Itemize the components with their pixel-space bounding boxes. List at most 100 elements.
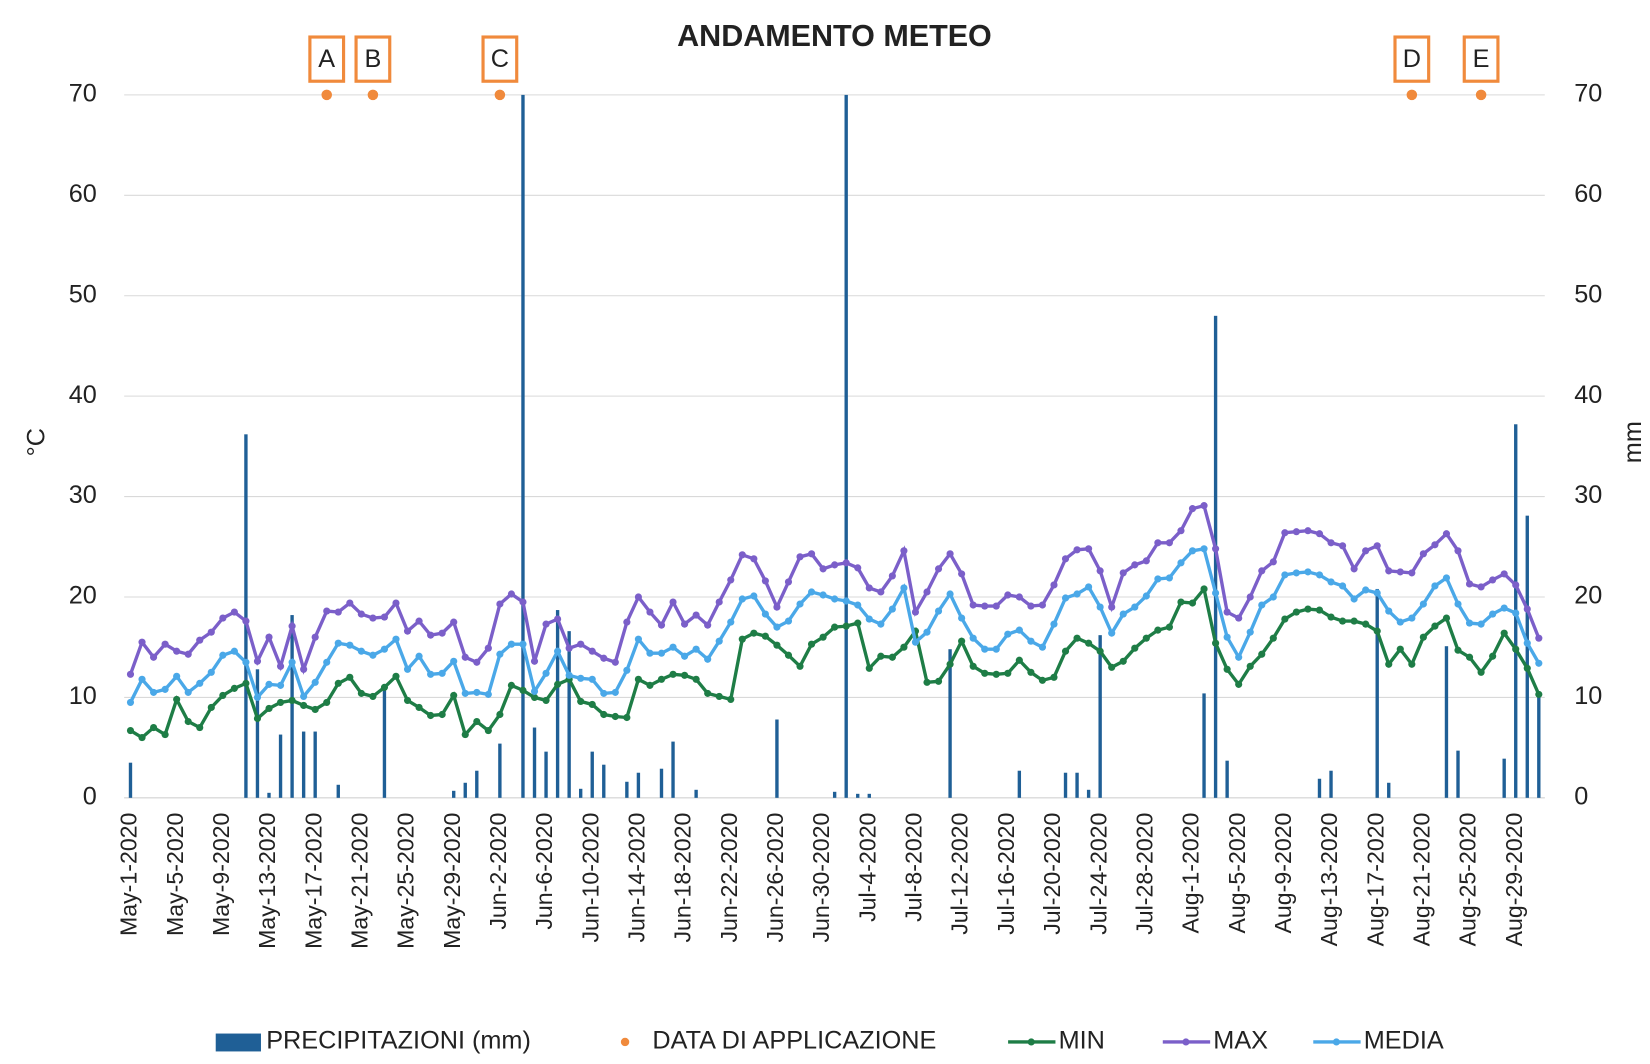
y2-tick-label: 0	[1574, 783, 1588, 811]
point	[461, 689, 469, 697]
x-tick-label: May-1-2020	[116, 813, 142, 936]
point	[1200, 502, 1208, 510]
point	[196, 723, 204, 732]
point	[1096, 603, 1104, 611]
point	[1419, 550, 1427, 558]
point	[300, 665, 308, 673]
bar	[590, 751, 594, 798]
point	[311, 705, 319, 714]
point	[854, 564, 862, 572]
y2-tick-label: 60	[1574, 180, 1602, 208]
point	[842, 597, 850, 605]
point	[519, 686, 527, 694]
point	[1154, 575, 1162, 583]
point	[727, 576, 735, 584]
point	[1454, 646, 1462, 654]
bar	[844, 94, 848, 798]
point	[380, 645, 389, 653]
point	[1085, 583, 1093, 591]
point	[288, 658, 296, 666]
y-tick-label: 0	[83, 783, 97, 811]
point	[1373, 589, 1381, 597]
point	[230, 647, 238, 655]
point	[1442, 614, 1451, 622]
point	[565, 671, 573, 679]
point	[1431, 582, 1439, 590]
y2-tick-label: 20	[1574, 582, 1602, 610]
point	[1500, 570, 1508, 578]
point	[1269, 634, 1277, 642]
point	[1096, 647, 1104, 655]
point	[1073, 546, 1081, 554]
point	[1235, 614, 1243, 622]
y2-axis-title: mm	[1619, 421, 1647, 463]
point	[494, 89, 506, 101]
point	[1396, 568, 1404, 576]
annotation-box	[354, 35, 392, 83]
point	[1165, 574, 1173, 582]
point	[1350, 617, 1358, 625]
point	[669, 598, 677, 606]
x-tick-label: Jul-4-2020	[854, 813, 880, 922]
x-tick-label: Jul-12-2020	[947, 813, 973, 935]
bar	[463, 782, 467, 798]
point	[207, 628, 215, 636]
bar	[244, 434, 248, 798]
point	[1004, 630, 1012, 638]
point	[1477, 668, 1485, 676]
point	[1489, 576, 1497, 584]
bar	[1098, 635, 1102, 798]
point	[1235, 680, 1243, 688]
point	[1385, 567, 1393, 575]
point	[1085, 639, 1093, 647]
point	[1327, 613, 1335, 621]
point	[323, 658, 331, 666]
annotation: E	[1473, 45, 1490, 73]
bar	[1537, 691, 1541, 798]
point	[1108, 629, 1116, 637]
point	[473, 688, 481, 696]
point	[1061, 594, 1070, 602]
bar	[1063, 772, 1068, 798]
point	[219, 691, 227, 699]
point	[946, 660, 954, 668]
point	[911, 608, 920, 616]
bar	[128, 762, 133, 798]
bar	[290, 615, 294, 798]
point	[773, 603, 781, 611]
point	[900, 643, 908, 651]
point	[484, 690, 492, 698]
x-tick-label: May-25-2020	[393, 813, 419, 949]
point	[253, 657, 262, 665]
point	[427, 670, 435, 678]
point	[727, 618, 735, 626]
point	[831, 595, 839, 603]
y2-tick-label: 40	[1574, 381, 1602, 409]
point	[403, 627, 412, 635]
point	[1165, 539, 1173, 547]
point	[265, 680, 273, 688]
point	[750, 592, 758, 600]
point	[1292, 608, 1300, 616]
point	[1396, 618, 1404, 626]
legend-label: MIN	[1059, 1027, 1105, 1055]
point	[1258, 650, 1266, 658]
point	[321, 89, 332, 101]
point	[1188, 599, 1197, 607]
point	[934, 677, 943, 685]
point	[207, 668, 215, 676]
bar	[636, 772, 641, 798]
point	[888, 572, 896, 580]
point	[311, 633, 319, 641]
bar	[336, 784, 340, 798]
point	[1385, 660, 1393, 668]
bar	[567, 631, 571, 798]
bar	[1525, 515, 1529, 798]
point	[623, 666, 631, 674]
point	[1315, 571, 1324, 579]
point	[600, 689, 608, 697]
point	[669, 670, 677, 678]
point	[1235, 653, 1243, 661]
point	[1535, 634, 1543, 642]
point	[507, 640, 516, 648]
